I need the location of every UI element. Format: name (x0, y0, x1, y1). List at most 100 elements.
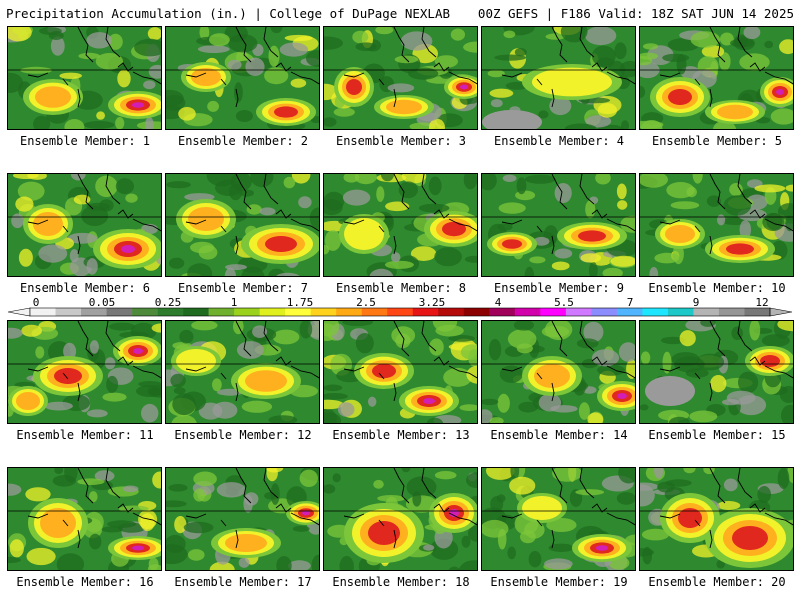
precip-field-map (640, 174, 793, 276)
precip-field-map (640, 27, 793, 129)
colorbar-swatch (106, 308, 133, 316)
precip-field-map (166, 174, 319, 276)
ensemble-member-label: Ensemble Member: 1 (19, 134, 151, 148)
ensemble-panel-20 (639, 467, 794, 571)
precip-field-map (324, 321, 477, 423)
colorbar-tick-label: 2.5 (356, 296, 376, 309)
precip-field-map (324, 27, 477, 129)
ensemble-member-label: Ensemble Member: 2 (177, 134, 309, 148)
ensemble-member-label: Ensemble Member: 9 (493, 281, 625, 295)
colorbar-swatch (157, 308, 184, 316)
colorbar-tick-label: 7 (627, 296, 634, 309)
ensemble-member-label: Ensemble Member: 11 (16, 428, 154, 442)
colorbar-swatch (259, 308, 286, 316)
ensemble-panel-1 (7, 26, 162, 130)
colorbar-swatch (387, 308, 414, 316)
ensemble-member-label: Ensemble Member: 6 (19, 281, 151, 295)
colorbar-tick-label: 0 (33, 296, 40, 309)
precip-field-map (166, 321, 319, 423)
precip-field-map (8, 27, 161, 129)
run-info: 00Z GEFS | F186 Valid: 18Z SAT JUN 14 20… (477, 6, 794, 21)
map-title: Precipitation Accumulation (in.) | Colle… (6, 6, 451, 21)
colorbar-swatch (361, 308, 388, 316)
ensemble-member-label: Ensemble Member: 5 (651, 134, 783, 148)
precip-field-map (482, 174, 635, 276)
colorbar-tick-label: 1.75 (287, 296, 314, 309)
colorbar-swatch (81, 308, 107, 316)
ensemble-member-label: Ensemble Member: 20 (648, 575, 786, 589)
colorbar-swatch (285, 308, 311, 316)
colorbar-swatch (55, 308, 82, 316)
precip-field-map (640, 321, 793, 423)
colorbar-swatch (412, 308, 439, 316)
colorbar-swatch (30, 308, 56, 316)
colorbar-swatch (489, 308, 516, 316)
ensemble-member-label: Ensemble Member: 18 (332, 575, 470, 589)
colorbar-swatch (310, 308, 337, 316)
ensemble-panel-3 (323, 26, 478, 130)
ensemble-panel-13 (323, 320, 478, 424)
colorbar-swatch (540, 308, 567, 316)
ensemble-member-label: Ensemble Member: 13 (332, 428, 470, 442)
ensemble-panel-11 (7, 320, 162, 424)
colorbar-swatch (183, 308, 209, 316)
ensemble-panel-9 (481, 173, 636, 277)
precip-field-map (8, 468, 161, 570)
colorbar-swatch (514, 308, 541, 316)
colorbar-swatch (463, 308, 490, 316)
precip-field-map (324, 468, 477, 570)
colorbar-tick-label: 5.5 (554, 296, 574, 309)
ensemble-member-label: Ensemble Member: 12 (174, 428, 312, 442)
precip-field-map (482, 468, 635, 570)
ensemble-member-label: Ensemble Member: 7 (177, 281, 309, 295)
colorbar-swatch (336, 308, 363, 316)
ensemble-panel-10 (639, 173, 794, 277)
colorbar-tick-label: 4 (495, 296, 502, 309)
precip-field-map (166, 468, 319, 570)
ensemble-member-label: Ensemble Member: 17 (174, 575, 312, 589)
ensemble-panel-4 (481, 26, 636, 130)
ensemble-panel-14 (481, 320, 636, 424)
ensemble-member-label: Ensemble Member: 16 (16, 575, 154, 589)
precip-field-map (166, 27, 319, 129)
precip-field-map (482, 27, 635, 129)
colorbar-tick-label: 0.05 (89, 296, 116, 309)
colorbar-max-arrow (769, 307, 793, 317)
colorbar-swatch (132, 308, 158, 316)
ensemble-panel-7 (165, 173, 320, 277)
colorbar-min-arrow (7, 307, 31, 317)
precip-field-map (8, 321, 161, 423)
ensemble-member-label: Ensemble Member: 3 (335, 134, 467, 148)
ensemble-panel-2 (165, 26, 320, 130)
ensemble-panel-19 (481, 467, 636, 571)
ensemble-member-label: Ensemble Member: 19 (490, 575, 628, 589)
ensemble-member-label: Ensemble Member: 14 (490, 428, 628, 442)
ensemble-member-label: Ensemble Member: 4 (493, 134, 625, 148)
precip-field-map (8, 174, 161, 276)
colorbar-tick-label: 0.25 (155, 296, 182, 309)
colorbar-swatch (642, 308, 669, 316)
colorbar-swatch (744, 308, 771, 316)
ensemble-member-label: Ensemble Member: 15 (648, 428, 786, 442)
colorbar-swatch (234, 308, 260, 316)
ensemble-panel-5 (639, 26, 794, 130)
ensemble-panel-12 (165, 320, 320, 424)
ensemble-member-label: Ensemble Member: 10 (648, 281, 786, 295)
colorbar-swatch (438, 308, 465, 316)
colorbar-tick-label: 12 (755, 296, 768, 309)
colorbar-tick-label: 3.25 (419, 296, 446, 309)
colorbar-tick-label: 9 (693, 296, 700, 309)
colorbar-swatch (616, 308, 643, 316)
ensemble-panel-18 (323, 467, 478, 571)
ensemble-panel-8 (323, 173, 478, 277)
colorbar-swatch (693, 308, 720, 316)
ensemble-panel-6 (7, 173, 162, 277)
ensemble-panel-15 (639, 320, 794, 424)
precip-field-map (324, 174, 477, 276)
colorbar-tick-label: 1 (231, 296, 238, 309)
colorbar-swatch (565, 308, 592, 316)
colorbar-swatch (208, 308, 235, 316)
ensemble-panel-17 (165, 467, 320, 571)
colorbar-swatch (718, 308, 745, 316)
colorbar-swatch (667, 308, 694, 316)
